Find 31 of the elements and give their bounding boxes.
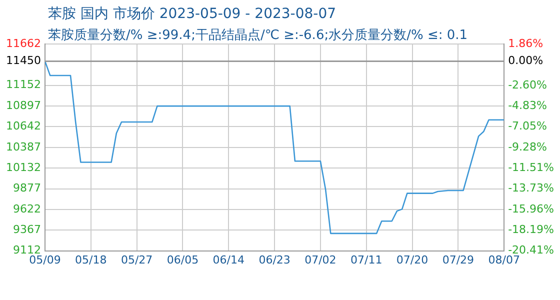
chart-subtitle: 苯胺质量分数/% ≥:99.4;干品结晶点/℃ ≥:-6.6;水分质量分数/% ≤: 0.1 [48, 27, 468, 44]
y2-tick-label: -4.83% [508, 98, 548, 112]
y-tick-label: 11450 [6, 54, 41, 68]
y2-tick-label: -11.51% [508, 161, 554, 174]
x-tick-label: 06/23 [258, 253, 290, 266]
y-tick-label: 9877 [12, 182, 41, 195]
x-tick-label: 07/29 [442, 253, 474, 266]
x-tick-label: 07/02 [304, 253, 336, 266]
y2-tick-label: 1.86% [508, 36, 544, 50]
y2-tick-label: -15.96% [508, 202, 554, 216]
x-tick-label: 07/11 [350, 253, 382, 266]
y2-tick-label: -7.05% [508, 120, 548, 133]
x-tick-label: 06/14 [212, 253, 244, 266]
x-tick-label: 06/05 [166, 253, 199, 266]
y2-tick-label: 0.00% [508, 54, 544, 68]
y2-tick-label: -2.60% [508, 78, 548, 92]
y-tick-label: 11152 [6, 78, 41, 92]
y-tick-label: 9367 [12, 222, 41, 236]
y2-tick-label: -9.28% [508, 140, 548, 154]
x-tick-label: 05/27 [120, 253, 153, 266]
y-tick-label: 10387 [6, 140, 41, 154]
y-tick-label: 11662 [6, 36, 41, 50]
y2-tick-label: -18.19% [508, 223, 554, 236]
x-tick-label: 07/20 [396, 253, 428, 266]
y-tick-label: 10642 [6, 120, 41, 133]
y2-tick-label: -13.73% [508, 182, 554, 195]
chart-title: 苯胺 国内 市场价 2023-05-09 - 2023-08-07 [48, 5, 336, 23]
y-tick-label: 10897 [6, 98, 41, 112]
y-tick-label: 9622 [12, 202, 41, 216]
y-tick-label: 10132 [6, 160, 41, 174]
x-tick-label: 05/18 [75, 253, 107, 266]
